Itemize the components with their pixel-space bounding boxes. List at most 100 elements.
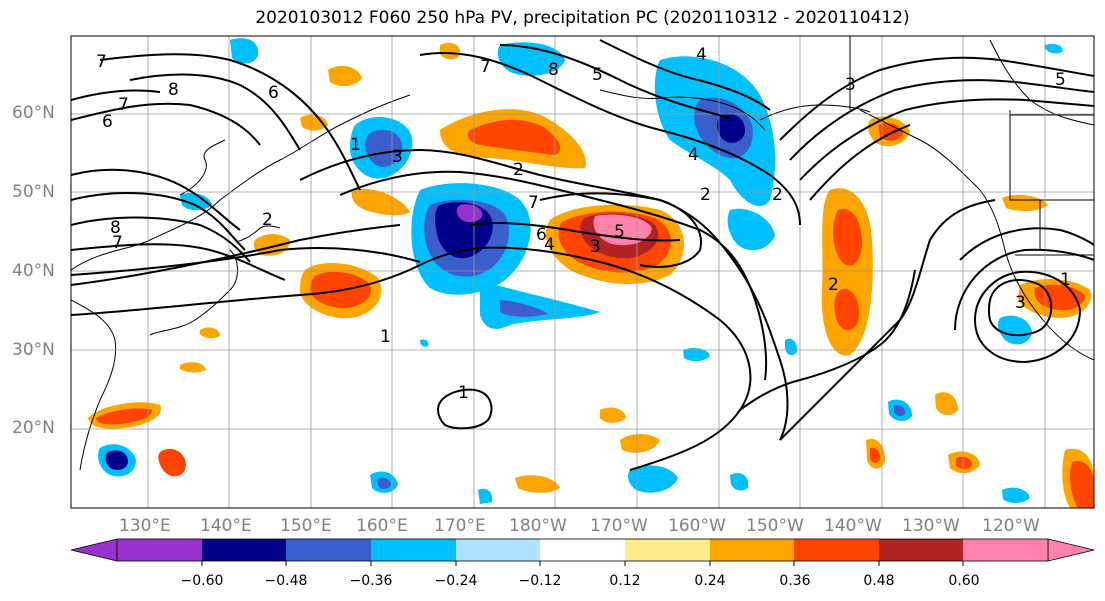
contour-label: 7 (96, 52, 107, 72)
colorbar-tick-label: 0.12 (609, 573, 641, 589)
lat-label: 20°N (12, 418, 55, 438)
lon-label: 160°E (356, 516, 408, 536)
pos-blob-10 (600, 407, 626, 423)
lon-label: 130°W (902, 516, 960, 536)
neg-blob-24 (730, 473, 749, 491)
neg-region-tail-inner (500, 300, 548, 317)
neg-blob-30 (420, 339, 429, 347)
colorbar-frame (116, 538, 1049, 562)
contour-label: 5 (592, 65, 603, 85)
coastlines (71, 36, 1094, 471)
pv-contour (129, 73, 301, 151)
neg-blob-20-inner (377, 477, 391, 489)
colorbar-tick-label: 0.36 (779, 573, 811, 589)
pv-contour (789, 79, 1094, 161)
contour-label: 6 (268, 83, 279, 103)
contour-label: 3 (845, 75, 856, 95)
colorbar-segment (710, 539, 794, 561)
neg-region-tail (480, 280, 600, 329)
colorbar-segment (456, 539, 540, 561)
pv-contour (99, 53, 361, 191)
colorbar (70, 538, 1095, 566)
contour-label: 7 (118, 95, 129, 115)
map-frame (70, 35, 1095, 509)
neg-region-alaska-core (717, 113, 745, 143)
colorbar-segment (794, 539, 879, 561)
lon-label: 140°W (824, 516, 882, 536)
pos-blob-18 (180, 362, 206, 373)
contour-label: 3 (392, 147, 403, 167)
colorbar-segment (625, 539, 710, 561)
contour-label: 2 (828, 275, 839, 295)
colorbar-tick-label: 0.60 (948, 573, 980, 589)
contour-label: 5 (1055, 70, 1066, 90)
lon-label: 130°E (119, 516, 171, 536)
pv-contour (436, 388, 493, 430)
pv-contour (499, 44, 731, 119)
contour-label: 7 (112, 233, 123, 253)
lat-label: 30°N (12, 340, 55, 360)
neg-blob-26 (785, 338, 798, 356)
pv-contour (973, 270, 1082, 364)
pv-contour (339, 170, 768, 381)
pos-blob-11 (935, 392, 958, 416)
pos-blob-6 (300, 114, 328, 131)
pv-contour (739, 269, 916, 411)
contour-label: 8 (110, 218, 121, 238)
pos-blob-12-inner (956, 456, 972, 469)
contour-label: 6 (536, 225, 547, 245)
pos-blob-13-inner (870, 447, 881, 463)
colorbar-tick-label: 0.48 (863, 573, 895, 589)
neg-blob-22-inner (894, 405, 906, 417)
map-title: 2020103012 F060 250 hPa PV, precipitatio… (255, 8, 910, 28)
contour-labels: 7 8 7 6 6 8 7 8 7 2 1 3 2 7 6 4 5 3 2 2 … (96, 45, 1071, 403)
pos-region-140w-inner (833, 209, 862, 266)
pv-contours (71, 39, 1094, 471)
neg-region-kamchatka-inner (365, 129, 403, 167)
colorbar-extend-low (70, 538, 118, 562)
contour-label: 3 (1015, 293, 1026, 313)
contour-label: 1 (380, 327, 391, 347)
colorbar-tick-label: −0.60 (180, 573, 224, 589)
colorbar-tick-label: −0.12 (518, 573, 562, 589)
pos-blob-7 (351, 188, 410, 216)
contour-label: 5 (614, 222, 625, 242)
colorbar-segment (963, 539, 1048, 561)
colorbar-segment (286, 539, 371, 561)
lon-label: 170°W (590, 516, 648, 536)
contour-label: 8 (168, 80, 179, 100)
colorbar-segment (117, 539, 202, 561)
lon-label: 160°W (668, 516, 726, 536)
colorbar-tick-label: −0.48 (264, 573, 308, 589)
pv-contour (799, 98, 1094, 181)
pv-contour (599, 39, 771, 111)
pos-blob-1-inner (96, 408, 152, 425)
pv-contour (71, 243, 286, 281)
lon-label: 180°W (509, 516, 567, 536)
contour-label: 7 (528, 193, 539, 213)
pv-contour (959, 227, 1094, 261)
pv-contour (71, 224, 401, 286)
pos-blob-5 (328, 65, 362, 87)
neg-blob-21 (628, 465, 678, 493)
precip-shading (88, 38, 1094, 508)
contour-label: 2 (700, 185, 711, 205)
lon-label: 150°E (280, 516, 332, 536)
neg-blob-25 (1002, 487, 1030, 503)
lon-label: 170°E (434, 516, 486, 536)
pos-blob-3 (158, 448, 186, 477)
lat-label: 40°N (12, 261, 55, 281)
pv-contour (779, 56, 1094, 141)
contour-label: 4 (696, 45, 707, 65)
neg-region-baja (997, 315, 1032, 345)
neg-region-dateline-peak (456, 204, 483, 223)
neg-blob-28 (1045, 43, 1063, 54)
contour-label: 4 (544, 235, 555, 255)
pos-blob-16 (1002, 194, 1048, 212)
colorbar-segment (202, 539, 286, 561)
pos-blob-17 (200, 327, 220, 339)
colorbar-segment (879, 539, 963, 561)
contour-label: 2 (772, 185, 783, 205)
lat-label: 60°N (12, 103, 55, 123)
colorbar-segment (540, 539, 625, 561)
